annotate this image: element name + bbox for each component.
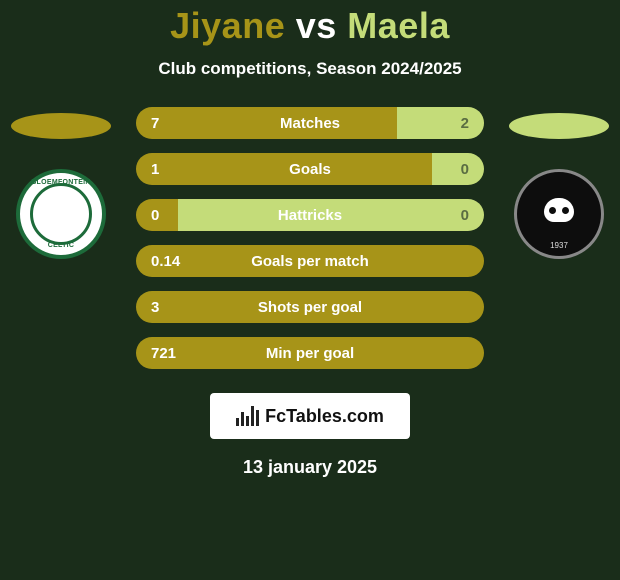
stat-p1-value: 1 (151, 161, 159, 178)
date: 13 january 2025 (0, 457, 620, 478)
comparison-card: Jiyane vs Maela Club competitions, Seaso… (0, 0, 620, 580)
left-column: BLOEMFONTEIN CELTIC (1, 107, 121, 259)
badge-right-year: 1937 (517, 241, 601, 250)
right-column: 1937 (499, 107, 619, 259)
stat-row: 721 Min per goal (136, 337, 484, 369)
stat-row: 0.14 Goals per match (136, 245, 484, 277)
stat-label: Min per goal (266, 345, 354, 362)
badge-left-top-text: BLOEMFONTEIN (31, 179, 91, 186)
chart-icon (236, 406, 259, 426)
branding-text: FcTables.com (265, 406, 384, 427)
stat-p2-value: 2 (461, 115, 469, 132)
title: Jiyane vs Maela (0, 5, 620, 47)
stat-p1-value: 721 (151, 345, 176, 362)
club-badge-left: BLOEMFONTEIN CELTIC (16, 169, 106, 259)
badge-left-bottom-text: CELTIC (48, 242, 75, 249)
stats-bars: 7 2 Matches 1 0 Goals 0 0 Hattricks 0.14 Goals per… (136, 107, 484, 383)
player1-name: Jiyane (170, 5, 285, 46)
subtitle: Club competitions, Season 2024/2025 (0, 59, 620, 79)
bar-segment-p2 (397, 107, 484, 139)
stat-label: Matches (280, 115, 340, 132)
stat-row: 7 2 Matches (136, 107, 484, 139)
stat-p1-value: 3 (151, 299, 159, 316)
bar-segment-p1 (136, 153, 432, 185)
stat-label: Goals per match (251, 253, 369, 270)
stat-p1-value: 0.14 (151, 253, 180, 270)
stat-p2-value: 0 (461, 161, 469, 178)
stat-label: Hattricks (278, 207, 342, 224)
stat-row: 0 0 Hattricks (136, 199, 484, 231)
stat-label: Goals (289, 161, 331, 178)
player1-ellipse (11, 113, 111, 139)
player2-ellipse (509, 113, 609, 139)
player2-name: Maela (347, 5, 450, 46)
stat-p2-value: 0 (461, 207, 469, 224)
stat-row: 3 Shots per goal (136, 291, 484, 323)
stat-row: 1 0 Goals (136, 153, 484, 185)
branding-box: FcTables.com (210, 393, 410, 439)
bar-segment-p2 (432, 153, 484, 185)
skull-icon (539, 194, 579, 234)
badge-left-inner (30, 183, 92, 245)
stat-p1-value: 0 (151, 207, 159, 224)
bar-segment-p1 (136, 107, 397, 139)
main-area: BLOEMFONTEIN CELTIC 7 2 Matches 1 0 Goals 0 0 Ha… (0, 107, 620, 383)
stat-p1-value: 7 (151, 115, 159, 132)
stat-label: Shots per goal (258, 299, 362, 316)
vs-separator: vs (296, 5, 337, 46)
club-badge-right: 1937 (514, 169, 604, 259)
